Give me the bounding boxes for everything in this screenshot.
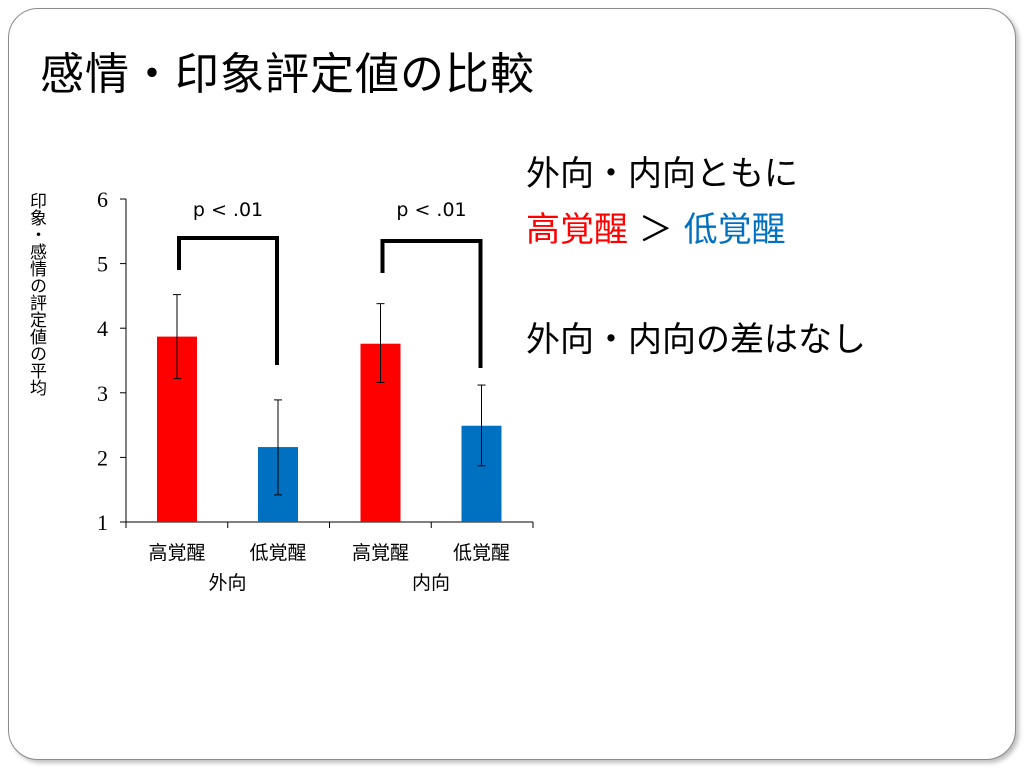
- significance-bracket: [380, 239, 483, 368]
- slide-title: 感情・印象評定値の比較: [40, 49, 535, 100]
- y-tick-label: 4: [97, 316, 108, 341]
- annotation-low-arousal: 低覚醒: [683, 210, 786, 250]
- y-tick-label: 3: [97, 381, 108, 406]
- x-group-label: 内向: [412, 572, 450, 594]
- annotation-high-arousal: 高覚醒: [526, 210, 628, 250]
- y-tick-label: 6: [97, 187, 108, 212]
- x-category-label: 低覚醒: [249, 542, 306, 564]
- x-category-label: 高覚醒: [148, 542, 205, 564]
- significance-bracket: [177, 236, 279, 365]
- y-tick-label: 1: [97, 510, 108, 535]
- y-tick-label: 5: [97, 252, 108, 277]
- y-tick-label: 2: [97, 445, 108, 470]
- annotation-line-1: 外向・内向ともに: [526, 154, 798, 194]
- significance-label: p < .01: [396, 199, 466, 221]
- x-category-label: 高覚醒: [352, 542, 409, 564]
- annotation-line-2: 高覚醒 ＞ 低覚醒: [526, 202, 786, 251]
- x-group-label: 外向: [208, 572, 246, 594]
- annotation-line-3: 外向・内向の差はなし: [526, 320, 866, 360]
- x-category-label: 低覚醒: [453, 542, 510, 564]
- annotation-greater-than: ＞: [628, 210, 684, 250]
- significance-label: p < .01: [193, 199, 263, 221]
- chart-y-axis-label: 印象・感情の評定値の平均: [26, 192, 46, 396]
